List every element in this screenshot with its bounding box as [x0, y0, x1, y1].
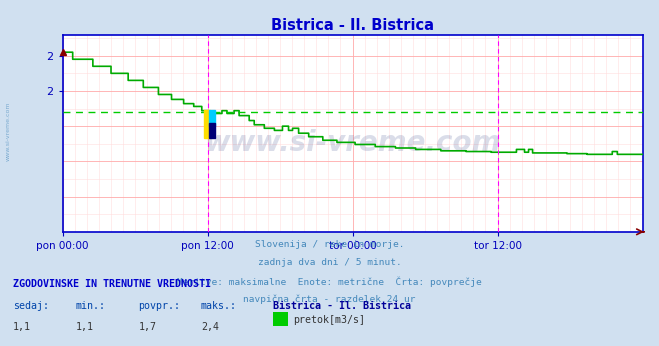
- Text: 1,1: 1,1: [76, 322, 94, 333]
- Bar: [209, 122, 215, 138]
- Text: ZGODOVINSKE IN TRENUTNE VREDNOSTI: ZGODOVINSKE IN TRENUTNE VREDNOSTI: [13, 279, 211, 289]
- Text: povpr.:: povpr.:: [138, 301, 181, 311]
- Bar: [209, 110, 215, 126]
- Text: 1,7: 1,7: [138, 322, 156, 333]
- Text: sedaj:: sedaj:: [13, 301, 49, 311]
- Text: Bistrica - Il. Bistrica: Bistrica - Il. Bistrica: [273, 301, 411, 311]
- Text: maks.:: maks.:: [201, 301, 237, 311]
- Text: Meritve: maksimalne  Enote: metrične  Črta: povprečje: Meritve: maksimalne Enote: metrične Črta…: [177, 276, 482, 287]
- Title: Bistrica - Il. Bistrica: Bistrica - Il. Bistrica: [271, 18, 434, 34]
- Text: navpična črta - razdelek 24 ur: navpična črta - razdelek 24 ur: [243, 294, 416, 304]
- Text: 1,1: 1,1: [13, 322, 31, 333]
- Text: 2,4: 2,4: [201, 322, 219, 333]
- Bar: [204, 110, 210, 138]
- Text: www.si-vreme.com: www.si-vreme.com: [204, 129, 501, 157]
- Text: www.si-vreme.com: www.si-vreme.com: [5, 102, 11, 161]
- Text: zadnja dva dni / 5 minut.: zadnja dva dni / 5 minut.: [258, 258, 401, 267]
- Text: Slovenija / reke in morje.: Slovenija / reke in morje.: [255, 240, 404, 249]
- Text: min.:: min.:: [76, 301, 106, 311]
- Text: pretok[m3/s]: pretok[m3/s]: [293, 315, 365, 325]
